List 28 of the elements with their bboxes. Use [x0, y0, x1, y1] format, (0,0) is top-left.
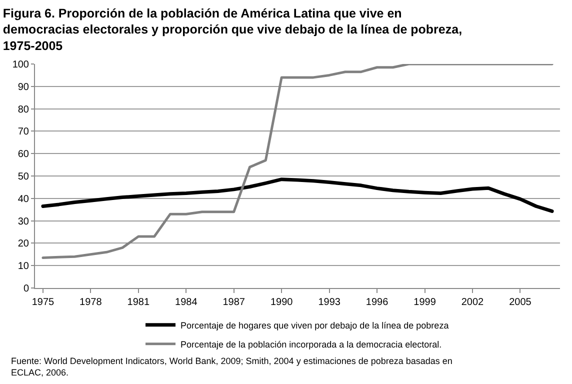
x-tick-label: 1984	[175, 297, 198, 308]
chart-title: Figura 6. Proporción de la población de América Latina que vive en democracias electorales y proporción que vive debajo de la línea de pobreza, 1975-2005	[2, 6, 462, 53]
source-note: Fuente: World Development Indicators, World Bank, 2009; Smith, 2004 y estimaciones de pobreza basadas en ECLAC, 2006.	[11, 356, 452, 378]
x-tick-label: 1996	[366, 297, 389, 308]
y-tick-label: 30	[18, 216, 30, 228]
x-tick-label: 1978	[80, 297, 102, 308]
x-tick-label: 1990	[270, 297, 294, 308]
y-tick-label: 50	[18, 172, 30, 182]
x-tick-label: 2002	[461, 297, 484, 308]
x-tick-label: 1987	[222, 297, 246, 308]
x-tick-label: 1975	[32, 297, 55, 308]
x-tick-label: 1981	[127, 297, 150, 308]
legend-label: Porcentaje de la población incorporada a la democracia electoral.	[180, 339, 442, 350]
x-tick-label: 1993	[318, 297, 341, 308]
y-tick-label: 70	[18, 126, 30, 138]
y-tick-label: 80	[18, 104, 30, 116]
y-tick-label: 100	[12, 60, 30, 70]
x-tick-label: 1999	[414, 297, 436, 308]
x-tick-label: 2005	[509, 297, 532, 308]
y-tick-label: 90	[18, 82, 30, 93]
legend-label: Porcentaje de hogares que viven por debajo de la línea de pobreza	[180, 320, 449, 330]
line-series	[41, 178, 554, 213]
y-tick-label: 60	[18, 149, 30, 160]
y-tick-label: 40	[18, 194, 30, 205]
line-series	[42, 64, 554, 260]
y-tick-label: 10	[18, 261, 30, 272]
y-tick-label: 0	[23, 284, 30, 294]
y-tick-label: 20	[18, 238, 30, 250]
